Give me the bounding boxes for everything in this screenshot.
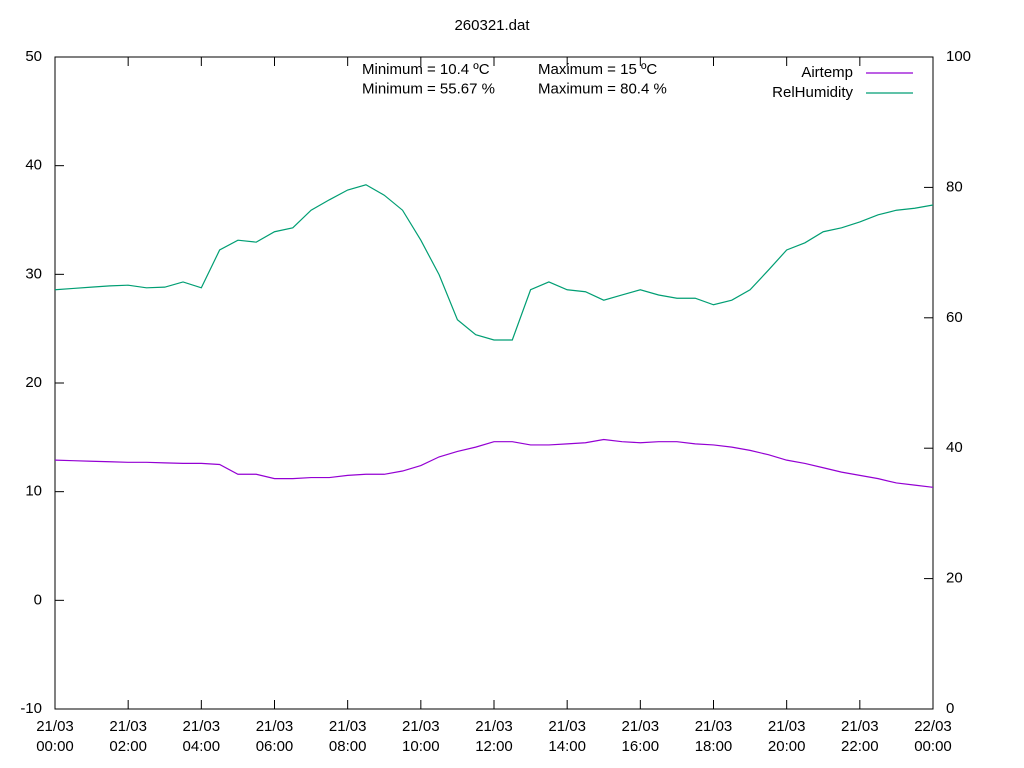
- y-tick-label: 30: [25, 265, 42, 282]
- x-tick-label: 21/03: [622, 718, 660, 735]
- annotation: Minimum = 10.4 ºC: [362, 61, 490, 78]
- legend-label: RelHumidity: [772, 84, 853, 101]
- x-tick-label: 02:00: [109, 738, 147, 755]
- x-tick-label: 21/03: [475, 718, 513, 735]
- x-tick-label: 06:00: [256, 738, 294, 755]
- x-tick-label: 21/03: [109, 718, 147, 735]
- x-tick-label: 00:00: [914, 738, 952, 755]
- series-line: [54, 438, 934, 488]
- x-tick-label: 12:00: [475, 738, 513, 755]
- x-tick-label: 21/03: [548, 718, 586, 735]
- y2-tick-label: 60: [946, 309, 963, 326]
- series-line: [54, 184, 934, 341]
- x-tick-label: 21/03: [402, 718, 440, 735]
- y2-tick-label: 40: [946, 439, 963, 456]
- x-tick-label: 00:00: [36, 738, 74, 755]
- x-tick-label: 22/03: [914, 718, 952, 735]
- x-tick-label: 14:00: [548, 738, 586, 755]
- annotation: Minimum = 55.67 %: [362, 80, 495, 97]
- y-tick-label: -10: [20, 700, 42, 717]
- x-tick-label: 10:00: [402, 738, 440, 755]
- y-tick-label: 0: [34, 591, 42, 608]
- y2-tick-label: 0: [946, 700, 954, 717]
- y2-tick-label: 20: [946, 570, 963, 587]
- x-tick-label: 21/03: [768, 718, 806, 735]
- x-tick-label: 21/03: [329, 718, 367, 735]
- x-tick-label: 04:00: [183, 738, 221, 755]
- x-tick-label: 20:00: [768, 738, 806, 755]
- y-tick-label: 10: [25, 483, 42, 500]
- y-tick-label: 20: [25, 374, 42, 391]
- chart-title: 260321.dat: [454, 17, 530, 34]
- x-tick-label: 21/03: [183, 718, 221, 735]
- annotation: Maximum = 80.4 %: [538, 80, 667, 97]
- legend-label: Airtemp: [801, 64, 853, 81]
- x-tick-label: 21/03: [695, 718, 733, 735]
- x-tick-label: 16:00: [622, 738, 660, 755]
- x-tick-label: 21/03: [36, 718, 74, 735]
- x-tick-label: 18:00: [695, 738, 733, 755]
- x-tick-label: 21/03: [841, 718, 879, 735]
- x-tick-label: 22:00: [841, 738, 879, 755]
- y2-tick-label: 80: [946, 178, 963, 195]
- y-tick-label: 40: [25, 157, 42, 174]
- y-tick-label: 50: [25, 48, 42, 65]
- x-tick-label: 21/03: [256, 718, 294, 735]
- y2-tick-label: 100: [946, 48, 971, 65]
- x-tick-label: 08:00: [329, 738, 367, 755]
- annotation: Maximum = 15 ºC: [538, 61, 657, 78]
